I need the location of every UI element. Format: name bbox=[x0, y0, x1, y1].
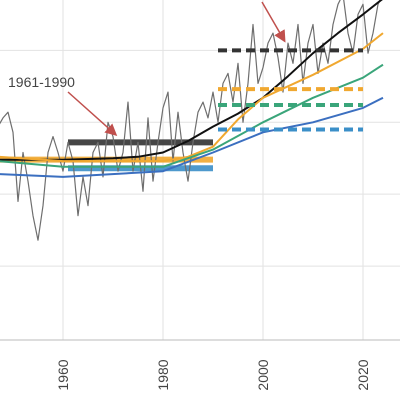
series-line bbox=[0, 63, 384, 168]
series-line bbox=[0, 32, 384, 163]
annotation: 1961-1990 bbox=[8, 74, 75, 90]
series-line bbox=[0, 96, 384, 178]
x-tick-label: 2020 bbox=[355, 359, 371, 390]
x-tick-label: 1960 bbox=[55, 359, 71, 390]
x-tick-label: 1980 bbox=[155, 359, 171, 390]
series-line bbox=[0, 0, 381, 241]
annotation-arrow bbox=[261, 1, 286, 43]
series-line bbox=[0, 0, 383, 161]
annotation-arrow bbox=[67, 91, 118, 136]
x-tick-label: 2000 bbox=[255, 359, 271, 390]
